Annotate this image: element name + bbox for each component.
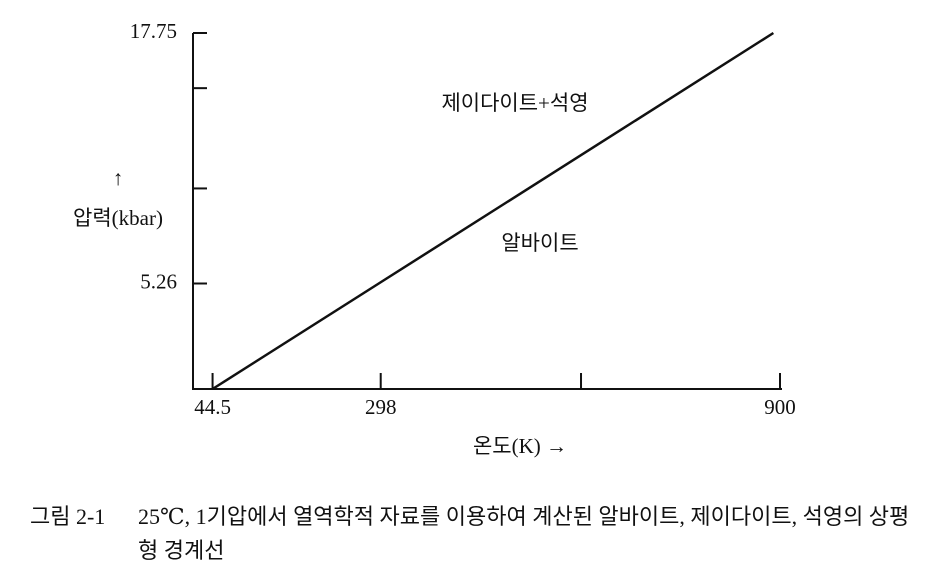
- caption-label: 그림 2-1: [30, 504, 106, 529]
- boundary-line: [211, 31, 775, 391]
- x-tick-label: 44.5: [194, 395, 231, 419]
- y-axis-arrow: ↑: [113, 166, 124, 190]
- caption: 그림 2-1 25℃, 1기압에서 열역학적 자료를 이용하여 계산된 알바이트…: [30, 500, 930, 568]
- annotation: 알바이트: [501, 231, 578, 255]
- y-tick-label: 5.26: [140, 269, 177, 293]
- x-tick-label: 900: [764, 395, 796, 419]
- annotation: 제이다이트+석영: [441, 91, 588, 115]
- chart: ↑ 압력(kbar) 온도(K) → 제이다이트+석영 알바이트 5.26 17.…: [73, 19, 796, 458]
- x-axis-label: 온도(K) →: [473, 434, 567, 458]
- y-tick-label: 17.75: [130, 19, 177, 43]
- y-axis-label: 압력(kbar): [73, 206, 163, 230]
- x-tick-label: 298: [365, 395, 397, 419]
- caption-text: 25℃, 1기압에서 열역학적 자료를 이용하여 계산된 알바이트, 제이다이트…: [138, 504, 910, 563]
